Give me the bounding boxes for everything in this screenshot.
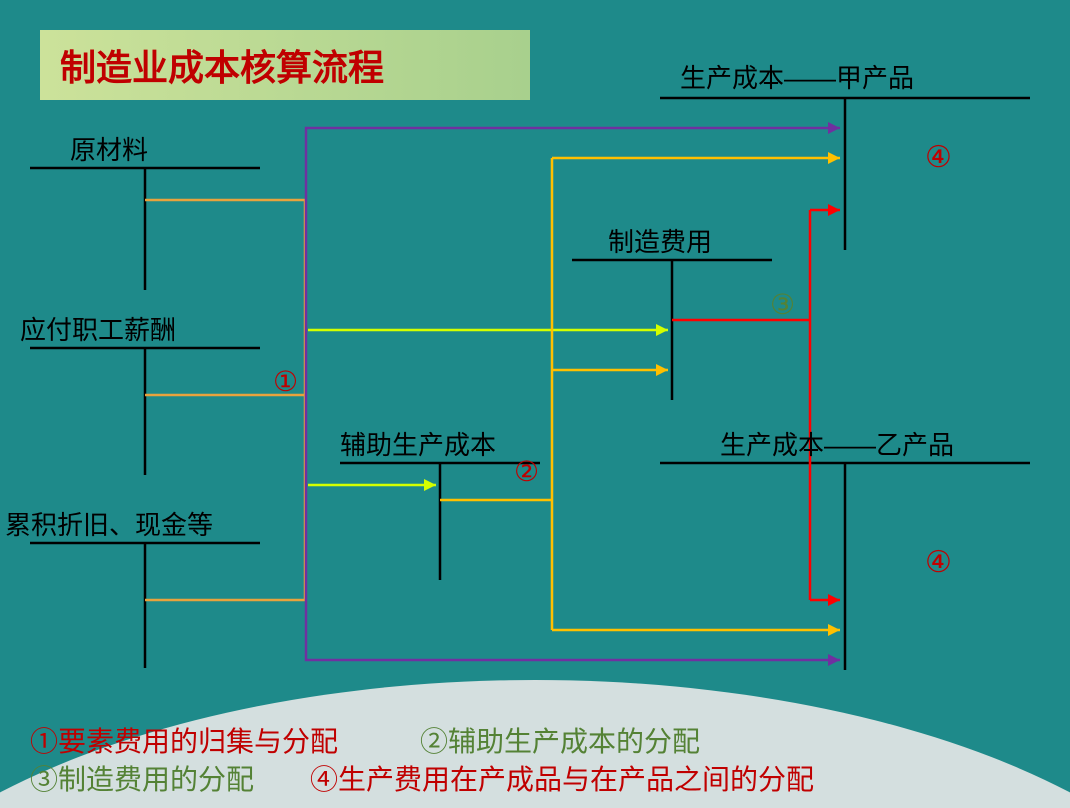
- label-prodB: 生产成本——乙产品: [720, 425, 954, 462]
- diagram-stage: 制造业成本核算流程原材料应付职工薪酬累积折旧、现金等 生产成本——甲产品制造费用辅…: [0, 0, 1070, 808]
- legend-item-3: ④生产费用在产成品与在产品之间的分配: [310, 758, 814, 798]
- flow-red-mfg-out-3-arrow: [828, 594, 840, 606]
- flow-purple-to-A-0: [306, 128, 840, 395]
- label-c4a: ④: [925, 140, 952, 175]
- flow-purple-to-A-0-arrow: [828, 122, 840, 134]
- label-c4b: ④: [925, 545, 952, 580]
- label-c3: ③: [770, 288, 795, 321]
- legend-item-1: ②辅助生产成本的分配: [420, 720, 700, 760]
- label-c1: ①: [273, 365, 298, 398]
- flow-gold-aux-out-3-arrow: [828, 624, 840, 636]
- legend-item-0: ①要素费用的归集与分配: [30, 720, 338, 760]
- label-depr: 累积折旧、现金等: [5, 505, 213, 542]
- flow-gold-aux-out-2-arrow: [828, 152, 840, 164]
- flow-purple-to-B-0-arrow: [828, 654, 840, 666]
- label-aux: 辅助生产成本: [340, 425, 496, 462]
- label-wages: 应付职工薪酬: [20, 310, 176, 347]
- label-raw: 原材料: [70, 130, 148, 167]
- slide-title: 制造业成本核算流程: [40, 30, 530, 100]
- label-mfg: 制造费用: [608, 222, 712, 259]
- label-prodA: 生产成本——甲产品: [680, 58, 914, 95]
- legend-item-2: ③制造费用的分配: [30, 758, 254, 798]
- flow-green-to-aux-0-arrow: [424, 479, 436, 491]
- flow-red-mfg-out-2-arrow: [828, 204, 840, 216]
- flow-gold-aux-out-4-arrow: [656, 364, 668, 376]
- label-c2: ②: [514, 455, 539, 488]
- flow-green-to-mfg-0-arrow: [656, 324, 668, 336]
- diagram-svg: [0, 0, 1070, 808]
